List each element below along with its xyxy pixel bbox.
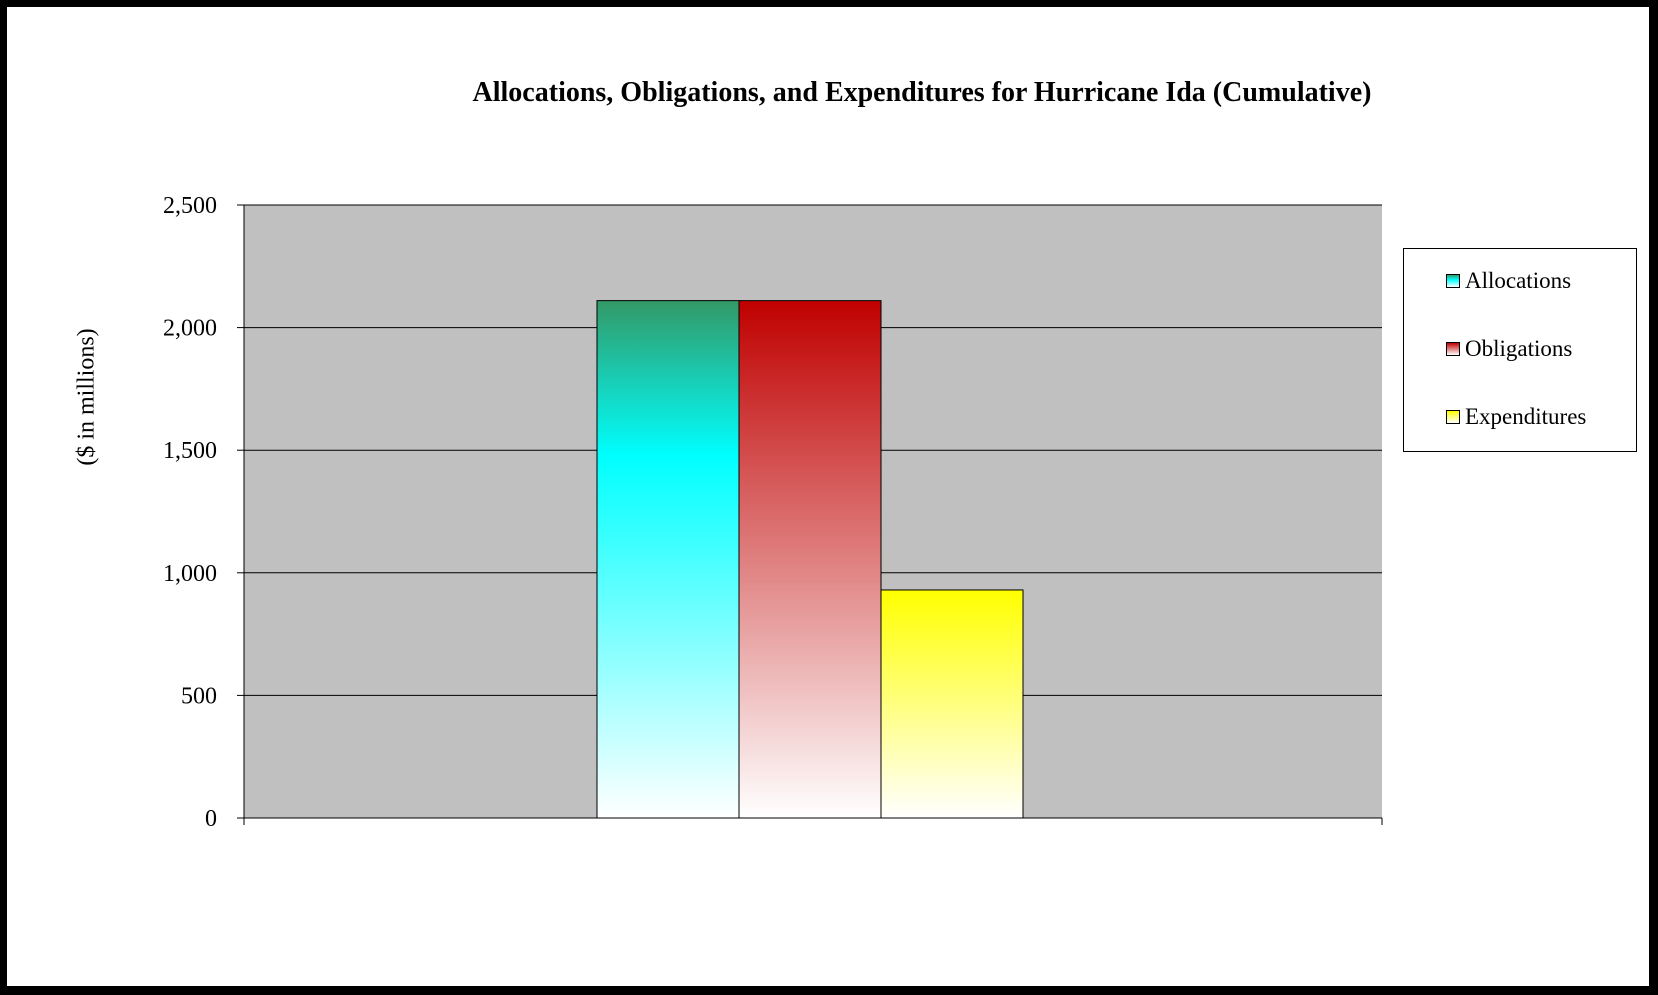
y-tick-label: 1,000 xyxy=(163,561,217,587)
bar-expenditures xyxy=(880,589,1024,819)
chart-title: Allocations, Obligations, and Expenditur… xyxy=(472,77,1372,108)
legend-label-expenditures: Expenditures xyxy=(1465,404,1587,429)
y-tick-label: 1,500 xyxy=(163,438,217,464)
legend-item-allocations: Allocations xyxy=(1446,266,1571,296)
y-tick-label: 2,500 xyxy=(163,193,217,219)
legend-swatch-expenditures xyxy=(1446,410,1460,424)
bar-allocations xyxy=(596,300,740,819)
legend-label-allocations: Allocations xyxy=(1465,268,1572,293)
legend-swatch-allocations xyxy=(1446,274,1460,288)
y-tick-label: 0 xyxy=(205,806,217,832)
y-tick-label: 2,000 xyxy=(163,316,217,342)
y-tick-label: 500 xyxy=(181,683,217,709)
legend-label-obligations: Obligations xyxy=(1465,336,1573,361)
chart-legend: Allocations Obligations Expenditures xyxy=(1403,248,1637,452)
legend-item-obligations: Obligations xyxy=(1446,334,1572,364)
legend-item-expenditures: Expenditures xyxy=(1446,402,1586,432)
legend-swatch-obligations xyxy=(1446,342,1460,356)
bar-obligations xyxy=(738,300,882,819)
